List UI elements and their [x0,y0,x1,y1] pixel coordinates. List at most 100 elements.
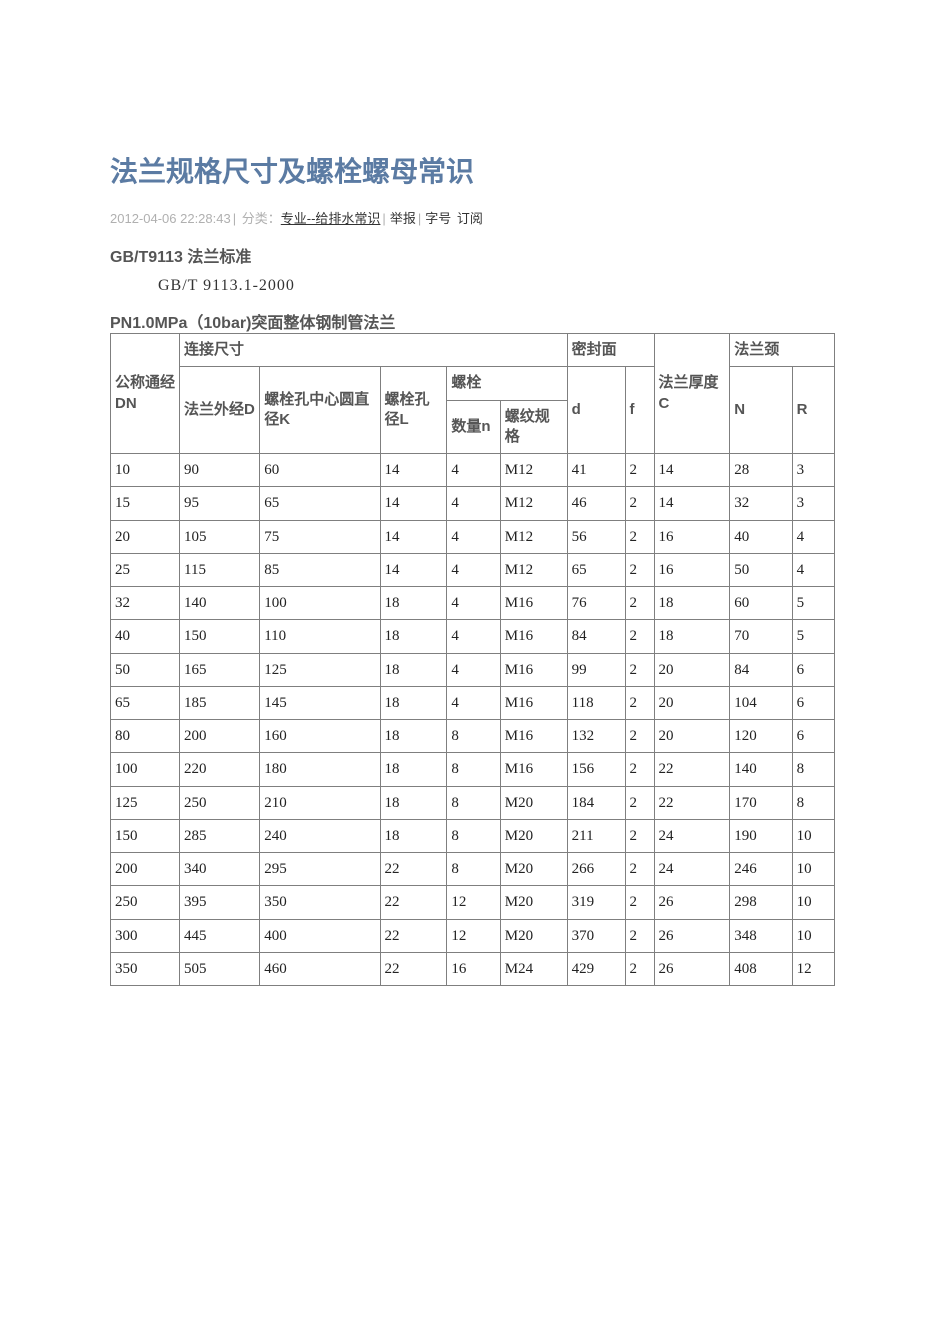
table-cell: 76 [567,587,625,620]
separator: | [382,211,385,226]
table-cell: 340 [180,853,260,886]
table-cell: 8 [447,753,500,786]
table-cell: 125 [260,653,380,686]
table-row: 40150110184M1684218705 [111,620,835,653]
table-cell: 4 [447,520,500,553]
table-cell: 220 [180,753,260,786]
table-cell: 240 [260,819,380,852]
table-cell: 41 [567,454,625,487]
section-heading-gb: GB/T9113 法兰标准 [110,243,835,267]
table-cell: 15 [111,487,180,520]
col-outer-d: 法兰外经D [180,367,260,454]
table-row: 109060144M1241214283 [111,454,835,487]
colgroup-neck: 法兰颈 [730,334,835,367]
table-cell: 16 [447,952,500,985]
subscribe-action[interactable]: 订阅 [457,211,483,226]
table-cell: 2 [625,919,654,952]
table-cell: 105 [180,520,260,553]
table-cell: 26 [654,952,730,985]
table-cell: 4 [447,686,500,719]
table-cell: M20 [500,819,567,852]
table-cell: 10 [111,454,180,487]
page-title: 法兰规格尺寸及螺栓螺母常识 [110,150,835,190]
category-label: 分类： [242,211,281,226]
table-cell: 156 [567,753,625,786]
table-cell: 14 [380,454,447,487]
table-cell: 22 [380,853,447,886]
table-cell: 4 [447,653,500,686]
table-cell: M20 [500,786,567,819]
table-cell: 429 [567,952,625,985]
table-row: 80200160188M161322201206 [111,720,835,753]
table-cell: 10 [792,819,834,852]
table-cell: 285 [180,819,260,852]
table-cell: 350 [111,952,180,985]
table-row: 200340295228M2026622424610 [111,853,835,886]
table-cell: 14 [380,553,447,586]
table-cell: 200 [111,853,180,886]
table-cell: 18 [380,720,447,753]
table-cell: 65 [567,553,625,586]
table-cell: M16 [500,720,567,753]
standard-number: GB/T 9113.1-2000 [158,277,835,295]
flange-spec-table: 公称通经DN 连接尺寸 密封面 法兰厚度C 法兰颈 法兰外经D 螺栓孔中心圆直径… [110,333,835,986]
table-cell: 8 [447,819,500,852]
table-cell: 4 [447,587,500,620]
table-cell: 160 [260,720,380,753]
table-cell: 2 [625,620,654,653]
table-cell: 65 [111,686,180,719]
table-cell: 120 [730,720,792,753]
table-cell: 18 [380,753,447,786]
table-cell: 250 [111,886,180,919]
table-cell: 14 [654,487,730,520]
table-cell: 32 [730,487,792,520]
table-cell: 2 [625,487,654,520]
colgroup-bolt: 螺栓 [447,367,567,400]
table-cell: 20 [111,520,180,553]
separator: | [418,211,421,226]
table-cell: 180 [260,753,380,786]
col-dn: 公称通经DN [111,334,180,454]
table-cell: 22 [380,886,447,919]
table-cell: 46 [567,487,625,520]
col-r: R [792,367,834,454]
table-cell: 4 [447,454,500,487]
timestamp: 2012-04-06 22:28:43 [110,211,231,226]
table-cell: 2 [625,653,654,686]
table-cell: 6 [792,720,834,753]
col-bolt-hole-l: 螺栓孔径L [380,367,447,454]
col-f: f [625,367,654,454]
separator: | [233,211,236,226]
table-cell: M20 [500,886,567,919]
table-cell: 50 [730,553,792,586]
table-cell: 460 [260,952,380,985]
table-cell: 505 [180,952,260,985]
table-cell: M12 [500,454,567,487]
table-cell: 18 [380,686,447,719]
table-cell: 18 [380,819,447,852]
table-cell: 50 [111,653,180,686]
table-row: 125250210188M201842221708 [111,786,835,819]
table-cell: 2 [625,720,654,753]
table-cell: 12 [792,952,834,985]
category-link[interactable]: 专业--给排水常识 [281,211,381,226]
table-cell: 10 [792,853,834,886]
table-cell: 8 [447,786,500,819]
table-cell: 200 [180,720,260,753]
report-action[interactable]: 举报 [390,211,416,226]
table-cell: M16 [500,587,567,620]
table-cell: 185 [180,686,260,719]
table-cell: 20 [654,653,730,686]
table-cell: 2 [625,520,654,553]
table-cell: 295 [260,853,380,886]
table-row: 150285240188M2021122419010 [111,819,835,852]
col-thread-spec: 螺纹规格 [500,400,567,454]
table-cell: 22 [654,753,730,786]
table-cell: 65 [260,487,380,520]
table-cell: 150 [180,620,260,653]
font-size-action[interactable]: 字号 [425,211,451,226]
table-cell: 90 [180,454,260,487]
table-cell: M20 [500,853,567,886]
table-cell: 400 [260,919,380,952]
table-cell: 20 [654,686,730,719]
